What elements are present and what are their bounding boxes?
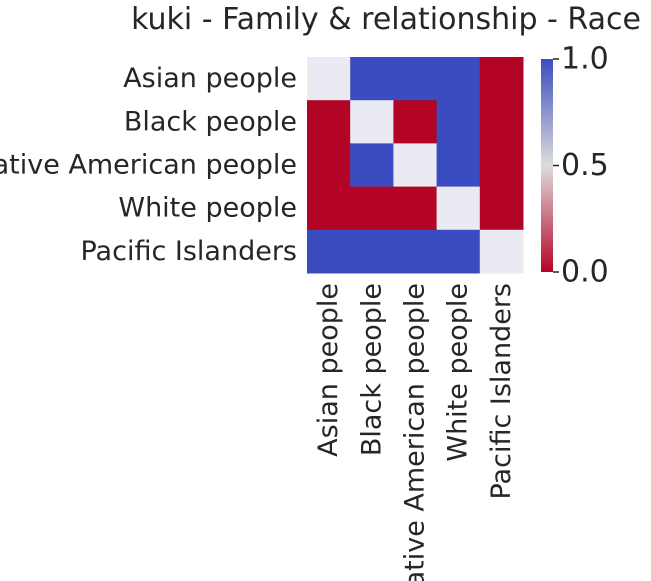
column-label: Black people bbox=[356, 283, 387, 456]
colorbar: 0.0 0.5 1.0 bbox=[541, 42, 609, 290]
colorbar-tick-label: 0.0 bbox=[561, 255, 609, 290]
heatmap-cell bbox=[350, 100, 394, 144]
colorbar-tick-label: 1.0 bbox=[561, 42, 609, 77]
column-label: Pacific Islanders bbox=[486, 283, 517, 500]
heatmap-cell bbox=[479, 100, 524, 144]
column-label: Native American people bbox=[400, 283, 431, 581]
heatmap-cell bbox=[393, 143, 438, 188]
colorbar-tick-label: 0.5 bbox=[561, 148, 609, 183]
heatmap-cell bbox=[350, 229, 394, 274]
heatmap-cell bbox=[436, 57, 481, 101]
column-labels: Asian people Black people Native American … bbox=[313, 283, 517, 581]
heatmap-cell bbox=[350, 57, 394, 101]
column-label: White people bbox=[443, 283, 474, 462]
heatmap-cells bbox=[307, 57, 524, 274]
row-label: Native American people bbox=[0, 150, 297, 181]
heatmap-cell bbox=[479, 57, 524, 101]
row-label: Pacific Islanders bbox=[80, 236, 297, 267]
row-label: White people bbox=[118, 193, 297, 224]
heatmap-cell bbox=[393, 57, 438, 101]
heatmap-cell bbox=[350, 186, 394, 231]
heatmap-cell bbox=[436, 143, 481, 188]
heatmap-cell bbox=[436, 229, 481, 274]
heatmap-cell bbox=[479, 229, 524, 274]
heatmap-cell bbox=[436, 100, 481, 144]
heatmap-cell bbox=[479, 143, 524, 188]
colorbar-ticks: 0.0 0.5 1.0 bbox=[553, 42, 609, 290]
heatmap-cell bbox=[307, 143, 351, 188]
heatmap-cell bbox=[393, 229, 438, 274]
row-labels: Asian people Black people Native American … bbox=[0, 63, 297, 267]
heatmap-cell bbox=[307, 229, 351, 274]
heatmap-cell bbox=[393, 186, 438, 231]
column-label: Asian people bbox=[313, 283, 344, 457]
chart-title: kuki - Family & relationship - Race bbox=[131, 2, 641, 37]
colorbar-gradient bbox=[541, 59, 553, 272]
heatmap-cell bbox=[393, 100, 438, 144]
heatmap-cell bbox=[479, 186, 524, 231]
heatmap-cell bbox=[436, 186, 481, 231]
heatmap-cell bbox=[307, 57, 351, 101]
heatmap-cell bbox=[307, 100, 351, 144]
row-label: Black people bbox=[124, 106, 297, 137]
heatmap-cell bbox=[350, 143, 394, 188]
row-label: Asian people bbox=[123, 63, 297, 94]
heatmap-cell bbox=[307, 186, 351, 231]
